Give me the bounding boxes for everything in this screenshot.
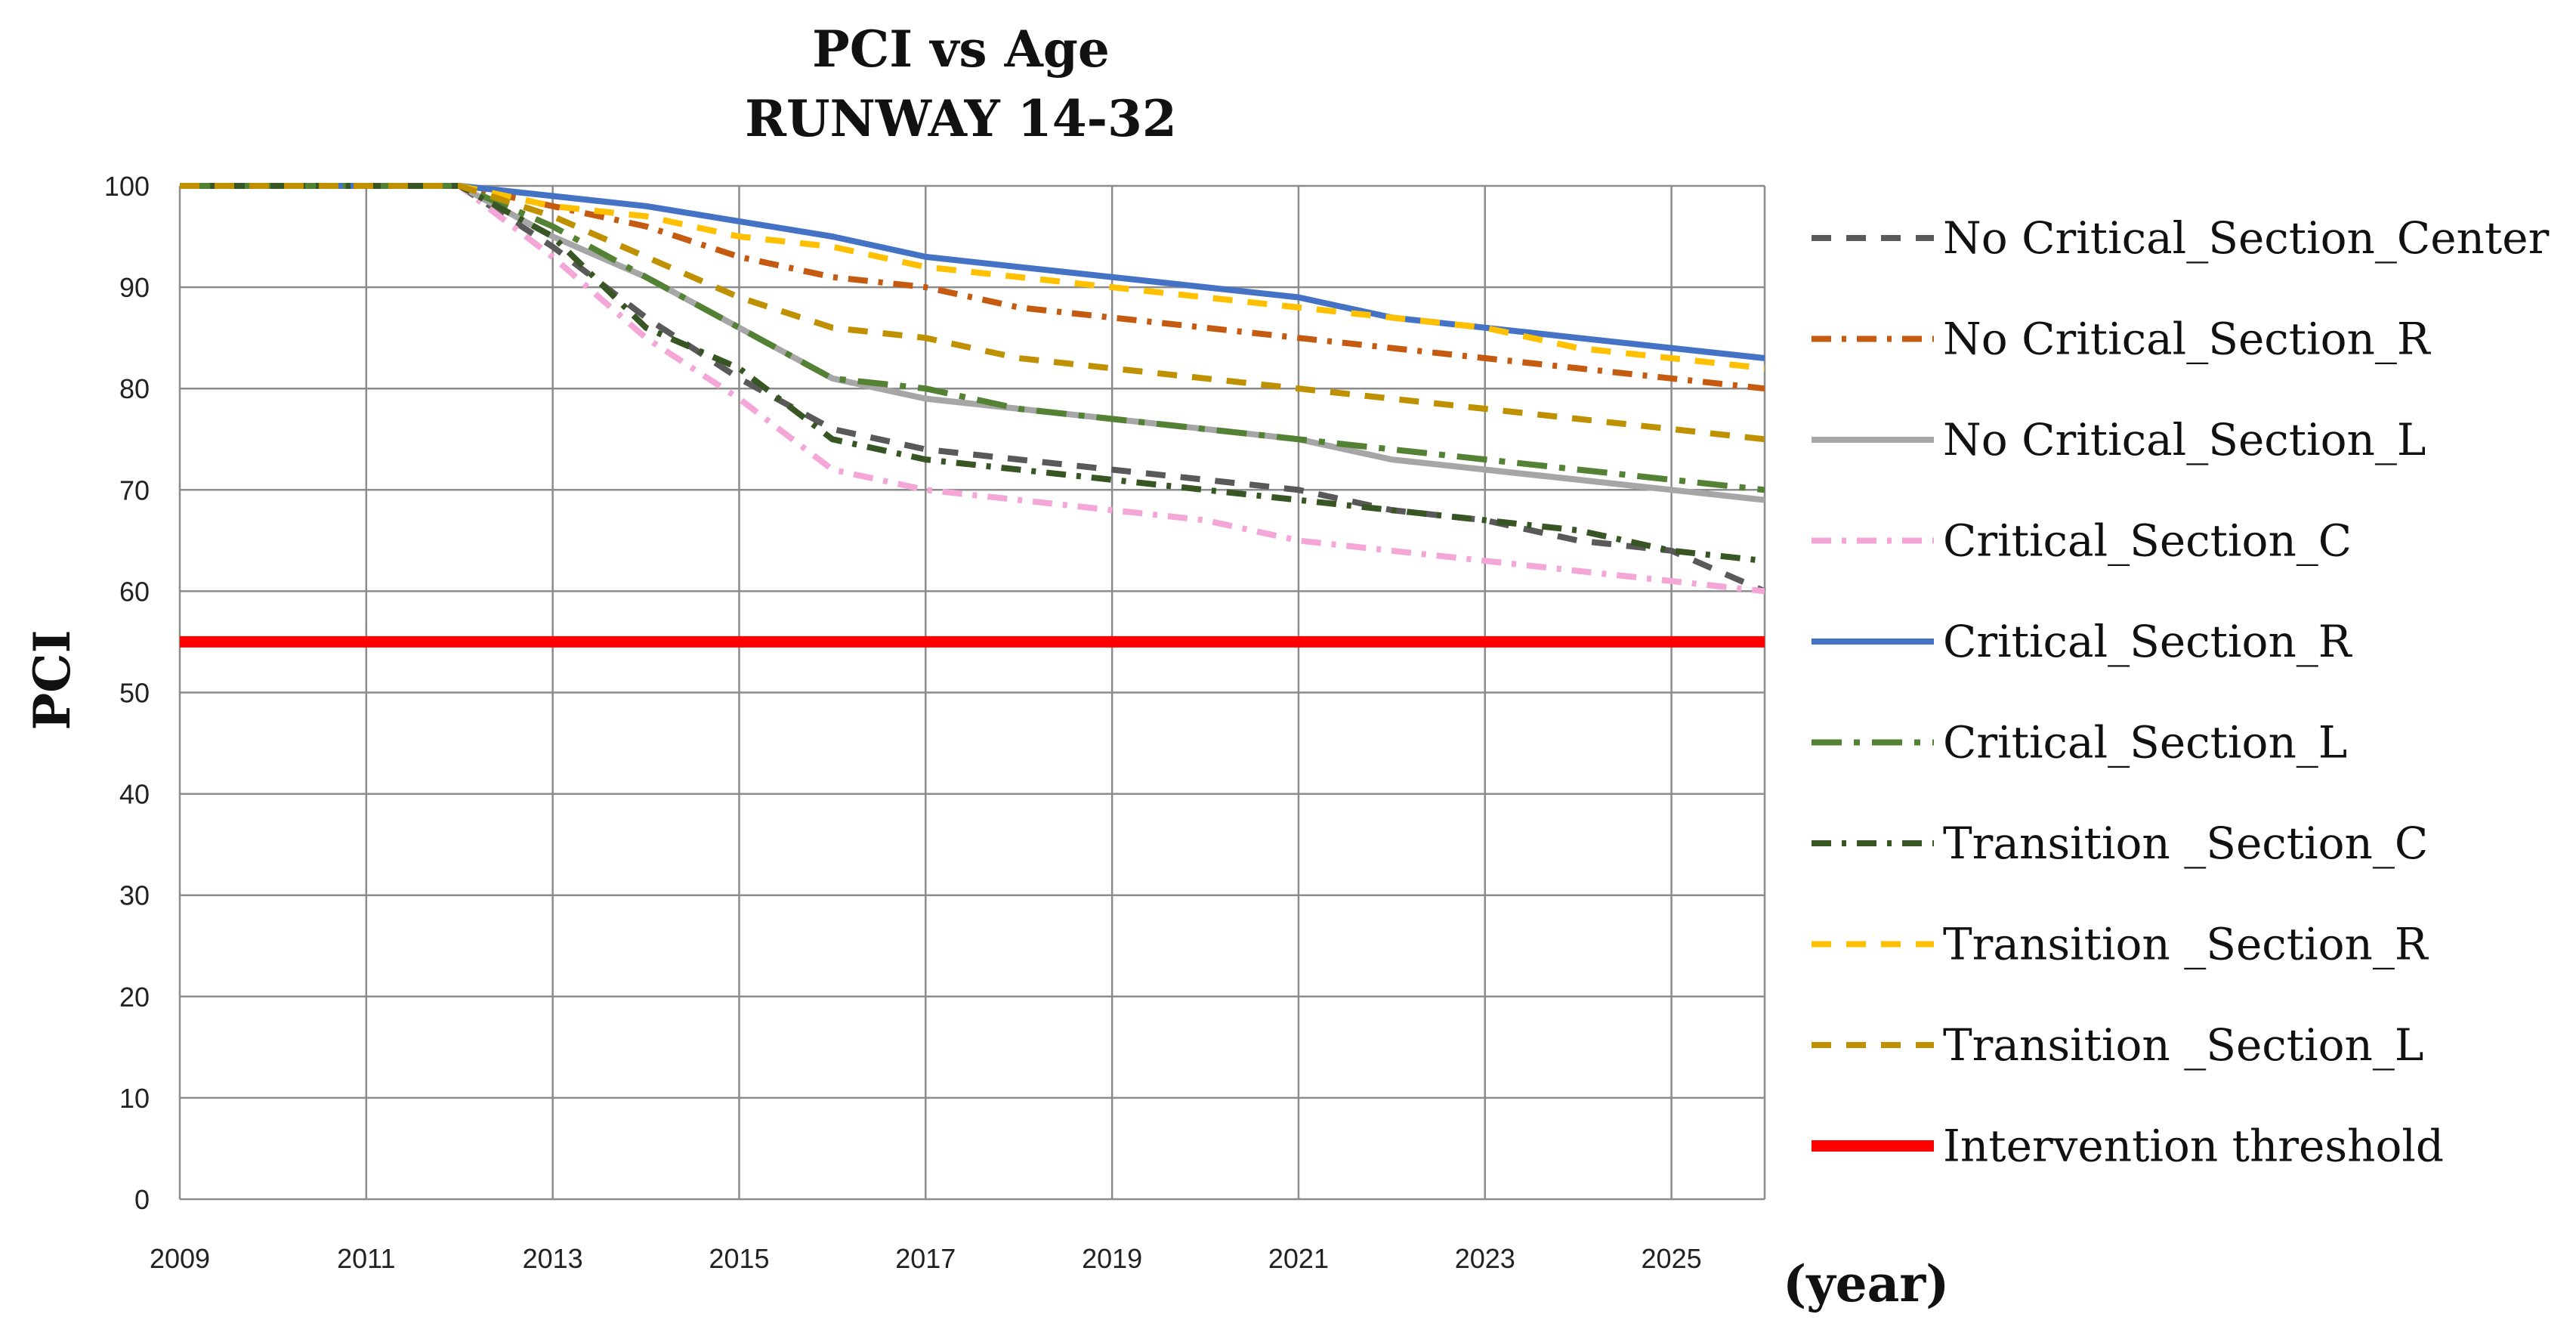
series-line-7	[180, 183, 1765, 564]
legend-label-1: No Critical_Section_Center	[1943, 212, 2550, 264]
legend-label-5: Critical_Section_R	[1943, 616, 2353, 667]
legend-label-4: Critical_Section_C	[1943, 515, 2352, 567]
y-tick-label: 80	[119, 373, 150, 404]
y-tick-label: 40	[119, 779, 150, 810]
series-lines	[180, 183, 1766, 648]
series-line-3	[180, 183, 1765, 503]
y-tick-label: 30	[119, 880, 150, 911]
chart-title-line-1: PCI vs Age	[812, 20, 1110, 79]
x-tick-label: 2025	[1642, 1243, 1702, 1274]
y-tick-label: 60	[119, 576, 150, 607]
legend-label-8: Transition _Section_R	[1943, 919, 2429, 970]
x-tick-label: 2013	[523, 1243, 583, 1274]
y-axis-title: PCI	[23, 629, 82, 730]
x-axis-ticks: 2009 2011 2013 2015 2017 2019 2021 2023 2025	[150, 1243, 1702, 1274]
y-tick-label: 10	[119, 1083, 150, 1114]
legend-label-10: Intervention threshold	[1943, 1121, 2444, 1172]
x-tick-label: 2017	[895, 1243, 956, 1274]
legend-label-9: Transition _Section_L	[1943, 1019, 2423, 1071]
x-tick-label: 2011	[337, 1243, 395, 1274]
series-line-1	[180, 183, 1766, 595]
y-axis-ticks: 0 10 20 30 40 50 60 70 80 90 100	[104, 171, 150, 1215]
legend-label-3: No Critical_Section_L	[1943, 414, 2426, 465]
legend-label-6: Critical_Section_L	[1943, 717, 2347, 768]
series-line-8	[180, 183, 1765, 372]
x-tick-label: 2021	[1268, 1243, 1329, 1274]
y-tick-label: 20	[119, 982, 150, 1013]
y-tick-label: 90	[119, 272, 150, 303]
x-tick-label: 2009	[150, 1243, 210, 1274]
legend-label-7: Transition _Section_C	[1943, 818, 2428, 869]
x-axis-title: (year)	[1783, 1254, 1949, 1313]
series-line-2	[180, 183, 1765, 392]
legend-label-2: No Critical_Section_R	[1943, 314, 2432, 365]
y-tick-label: 50	[119, 678, 150, 709]
series-line-6	[180, 183, 1765, 493]
series-line-5	[180, 183, 1765, 361]
x-tick-label: 2015	[709, 1243, 769, 1274]
series-line-9	[180, 183, 1765, 443]
y-tick-label: 100	[104, 171, 150, 202]
series-line-4	[180, 183, 1765, 595]
x-tick-label: 2019	[1082, 1243, 1142, 1274]
y-tick-label: 70	[119, 475, 150, 506]
legend: No Critical_Section_Center No Critical_Se…	[1812, 212, 2550, 1172]
chart-title-line-2: RUNWAY 14-32	[745, 89, 1177, 148]
y-tick-label: 0	[134, 1184, 150, 1215]
x-tick-label: 2023	[1455, 1243, 1515, 1274]
